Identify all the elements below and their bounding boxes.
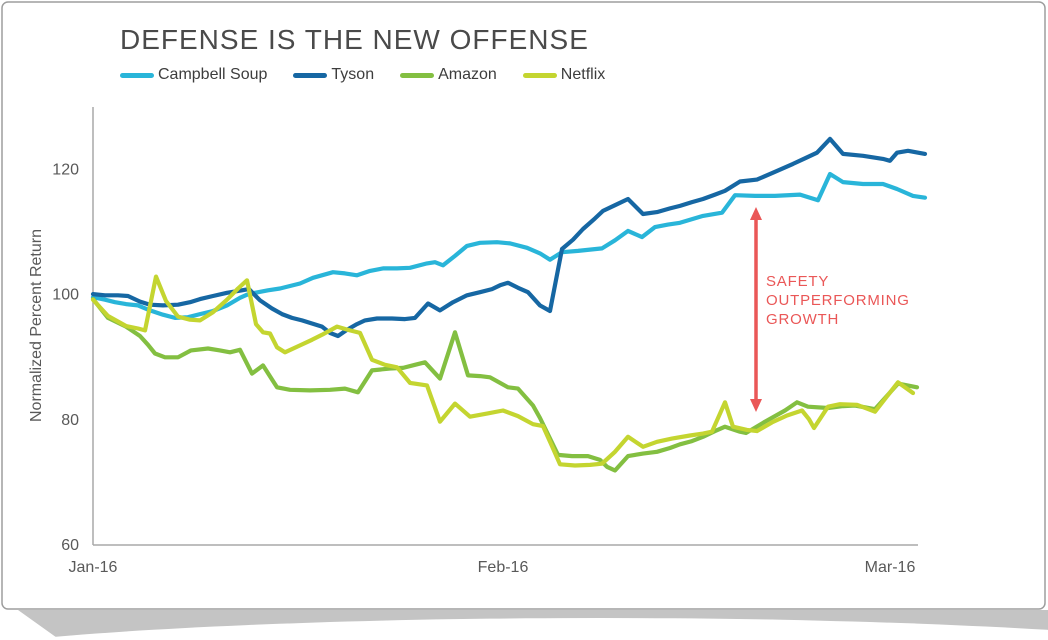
legend-swatch-tyson: [293, 72, 328, 78]
legend: Campbell Soup Tyson Amazon Netflix: [120, 66, 631, 84]
chart-title: DEFENSE IS THE NEW OFFENSE: [120, 24, 589, 55]
legend-item-amazon: Amazon: [400, 66, 497, 84]
safety-arrow-head-top: [750, 207, 762, 220]
legend-label-campbell-soup: Campbell Soup: [158, 66, 268, 83]
legend-swatch-netflix: [522, 72, 557, 78]
legend-label-tyson: Tyson: [331, 66, 375, 83]
annotation-arrow-layer: [750, 207, 762, 412]
series-line-amazon: [90, 297, 920, 473]
legend-label-netflix: Netflix: [560, 66, 606, 83]
y-tick-label: 60: [61, 537, 79, 554]
legend-label-amazon: Amazon: [438, 66, 497, 83]
legend-swatch-amazon: [400, 72, 435, 78]
x-tick-label: Mar-16: [865, 559, 916, 576]
legend-item-netflix: Netflix: [522, 66, 606, 84]
card-border: [1, 1, 1046, 610]
series-layer: [90, 136, 928, 473]
y-tick-label: 100: [52, 287, 79, 304]
legend-item-campbell-soup: Campbell Soup: [120, 66, 267, 84]
legend-swatch-campbell-soup: [120, 72, 154, 78]
y-tick-label: 80: [61, 412, 79, 429]
annotation-line-1: SAFETY: [766, 273, 830, 290]
annotation-text: SAFETY OUTPERFORMING GROWTH: [766, 272, 910, 329]
x-tick-label: Jan-16: [69, 559, 118, 576]
y-tick-label: 120: [52, 162, 79, 179]
annotation-line-3: GROWTH: [766, 311, 840, 328]
legend-item-tyson: Tyson: [293, 66, 374, 84]
footer-curve-cutout: [19, 618, 1048, 640]
x-tick-label: Feb-16: [478, 559, 529, 576]
series-line-netflix: [90, 274, 916, 468]
axes-layer: 60 80 100 120 Jan-16 Feb-16 Mar-16: [52, 107, 918, 576]
annotation-line-2: OUTPERFORMING: [766, 292, 910, 309]
safety-arrow-head-bottom: [750, 399, 762, 412]
y-axis-title: Normalized Percent Return: [28, 229, 45, 423]
